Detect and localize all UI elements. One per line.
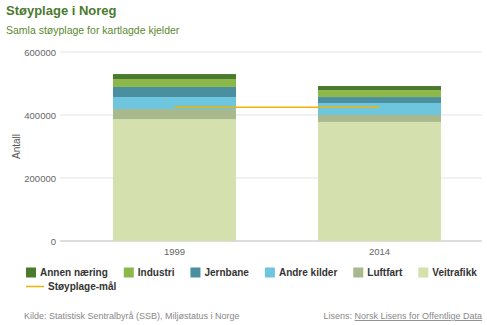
legend-label: Støyplage-mål <box>48 281 117 292</box>
bar-segment <box>318 122 441 241</box>
legend-symbol <box>418 268 428 278</box>
legend-label: Annen næring <box>40 267 108 278</box>
x-tick-label: 2014 <box>369 246 390 257</box>
legend-label: Veitrafikk <box>432 267 477 278</box>
legend-item: Industri <box>124 267 175 278</box>
grid-line <box>60 52 482 53</box>
legend-symbol <box>124 268 134 278</box>
legend-label: Andre kilder <box>279 267 337 278</box>
y-tick-label: 600000 <box>24 47 56 58</box>
plot <box>113 74 441 241</box>
source: Kilde: Statistisk Sentralbyrå (SSB), Mil… <box>24 311 240 321</box>
title: Støyplage i Noreg <box>6 3 117 18</box>
license-label: Lisens: <box>324 311 355 321</box>
legend-label: Jernbane <box>204 267 249 278</box>
bar-segment <box>318 103 441 115</box>
y-tick-label: 0 <box>51 236 56 247</box>
subtitle: Samla støyplage for kartlagde kjelder <box>6 24 180 36</box>
legend-item: Andre kilder <box>265 267 337 278</box>
bar-segment <box>113 79 236 87</box>
bar-segment <box>113 119 236 241</box>
y-tick-label: 200000 <box>24 173 56 184</box>
bar-segment <box>318 97 441 103</box>
bar-segment <box>318 115 441 122</box>
legend-label: Luftfart <box>367 267 403 278</box>
license: Lisens: Norsk Lisens for Offentlige Data <box>324 311 482 321</box>
legend-symbol <box>353 268 363 278</box>
legend-item: Luftfart <box>353 267 403 278</box>
bar-segment <box>113 74 236 79</box>
chart: Støyplage i Noreg Samla støyplage for kar… <box>0 0 487 325</box>
legend-item: Veitrafikk <box>418 267 477 278</box>
legend-item: Annen næring <box>26 267 108 278</box>
legend-symbol <box>265 268 275 278</box>
bar-segment <box>318 90 441 97</box>
target-line <box>175 106 380 108</box>
y-label: Antall <box>11 134 22 159</box>
legend-label: Industri <box>138 267 175 278</box>
bar-segment <box>318 86 441 90</box>
legend-symbol <box>26 286 44 288</box>
bar-segment <box>113 87 236 97</box>
license-link[interactable]: Norsk Lisens for Offentlige Data <box>355 311 482 321</box>
bar-segment <box>113 109 236 119</box>
legend-item: Støyplage-mål <box>26 281 117 292</box>
legend-symbol <box>26 268 36 278</box>
y-tick-label: 400000 <box>24 110 56 121</box>
legend-symbol <box>190 268 200 278</box>
legend-item: Jernbane <box>190 267 249 278</box>
x-tick-label: 1999 <box>164 246 185 257</box>
